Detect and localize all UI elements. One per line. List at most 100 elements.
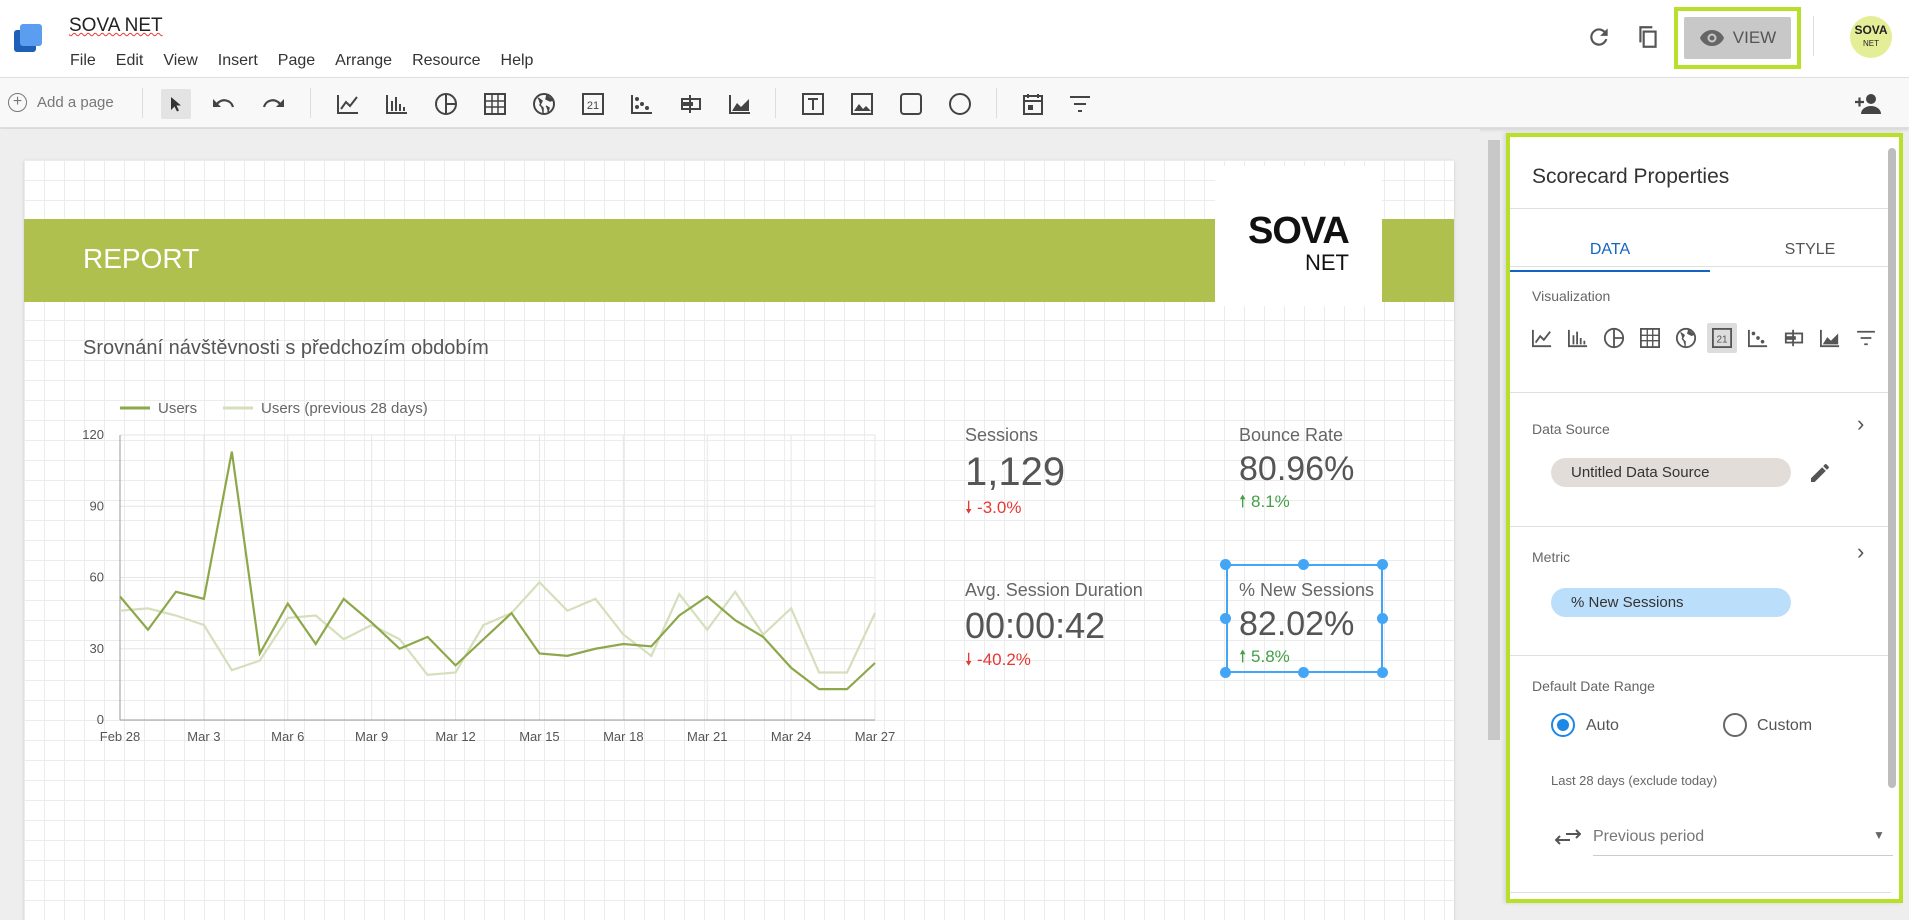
menu-insert[interactable]: Insert	[217, 52, 258, 69]
scorecard-icon[interactable]: 21	[578, 89, 608, 119]
text-icon[interactable]	[798, 89, 828, 119]
resize-handle[interactable]	[1377, 559, 1388, 570]
add-page-button[interactable]: + Add a page	[8, 93, 114, 112]
duplicate-icon[interactable]	[1635, 24, 1661, 50]
legend-label: Users	[158, 400, 197, 417]
scorecard-value: 82.02%	[1239, 605, 1355, 643]
menu-page[interactable]: Page	[277, 52, 316, 69]
add-circle-icon: +	[8, 93, 27, 112]
report-title[interactable]: SOVA NET	[69, 15, 163, 36]
geo-map-icon[interactable]	[529, 89, 559, 119]
divider	[142, 88, 143, 118]
pie-chart-icon[interactable]	[431, 89, 461, 119]
image-icon[interactable]	[847, 89, 877, 119]
redo-icon[interactable]	[258, 89, 288, 119]
divider	[1510, 392, 1891, 393]
menu-resource[interactable]: Resource	[412, 52, 481, 69]
edit-pencil-icon[interactable]	[1808, 461, 1832, 485]
chart-title[interactable]: Srovnání návštěvnosti s předchozím obdob…	[83, 337, 489, 359]
pointer-icon[interactable]	[161, 89, 191, 119]
sova-logo-box[interactable]	[1215, 166, 1382, 306]
table-icon[interactable]	[1635, 323, 1665, 353]
refresh-icon[interactable]	[1586, 24, 1612, 50]
resize-handle[interactable]	[1220, 559, 1231, 570]
filter-control-icon[interactable]	[1065, 89, 1095, 119]
area-chart-icon[interactable]	[725, 89, 755, 119]
resize-handle[interactable]	[1220, 613, 1231, 624]
menu-help[interactable]: Help	[500, 52, 534, 69]
divider	[310, 88, 311, 118]
date-range-icon[interactable]	[1018, 89, 1048, 119]
bullet-chart-icon[interactable]	[676, 89, 706, 119]
scatter-chart-icon[interactable]	[627, 89, 657, 119]
series-line-0	[119, 451, 876, 691]
resize-handle[interactable]	[1298, 559, 1309, 570]
scorecard-value: 1,129	[965, 450, 1066, 494]
chevron-right-icon[interactable]: ›	[1857, 539, 1865, 564]
y-tick-label: 90	[90, 498, 104, 513]
menu-edit[interactable]: Edit	[115, 52, 144, 69]
tab-style[interactable]: STYLE	[1784, 241, 1836, 258]
divider	[1813, 16, 1814, 56]
scatter-chart-icon[interactable]	[1743, 323, 1773, 353]
rectangle-icon[interactable]	[896, 89, 926, 119]
resize-handle[interactable]	[1220, 667, 1231, 678]
date-range-label: Default Date Range	[1532, 678, 1655, 694]
area-chart-icon[interactable]	[1815, 323, 1845, 353]
view-button-highlight: VIEW	[1674, 7, 1801, 69]
sova-logo-sub: NET	[1305, 250, 1349, 275]
metric-label: Metric	[1532, 549, 1571, 565]
resize-handle[interactable]	[1298, 667, 1309, 678]
time-series-icon[interactable]	[333, 89, 363, 119]
pie-chart-icon[interactable]	[1599, 323, 1629, 353]
divider	[1510, 655, 1891, 656]
data-source-chip[interactable]: Untitled Data Source	[1551, 458, 1791, 487]
tab-data[interactable]: DATA	[1510, 230, 1710, 272]
filter-control-icon[interactable]	[1851, 323, 1881, 353]
svg-text:21: 21	[587, 100, 599, 112]
bullet-chart-icon[interactable]	[1779, 323, 1809, 353]
scorecard-bounce-rate[interactable]: Bounce Rate 80.96% 🠕 8.1%	[1239, 425, 1354, 518]
add-person-icon[interactable]	[1853, 89, 1883, 119]
x-tick-label: Mar 24	[771, 729, 811, 744]
scorecard-delta: 🠗 -40.2%	[965, 650, 1031, 669]
divider	[1510, 266, 1891, 267]
scorecard-label: % New Sessions	[1239, 580, 1375, 600]
series-line-1	[119, 580, 876, 677]
circle-icon[interactable]	[945, 89, 975, 119]
canvas-scrollbar[interactable]	[1488, 140, 1500, 740]
scorecard-avg-session-duration[interactable]: Avg. Session Duration 00:00:42 🠗 -40.2%	[965, 580, 1143, 676]
scorecard-new-sessions[interactable]: % New Sessions 82.02% 🠕 5.8%	[1239, 580, 1374, 673]
x-tick-label: Mar 9	[355, 729, 388, 744]
banner-title[interactable]: REPORT	[83, 243, 200, 274]
app-bar: SOVA NET File Edit View Insert Page Arra…	[0, 0, 1909, 78]
view-button[interactable]: VIEW	[1684, 17, 1791, 59]
geo-map-icon[interactable]	[1671, 323, 1701, 353]
panel-scrollbar[interactable]	[1888, 148, 1896, 788]
undo-icon[interactable]	[209, 89, 239, 119]
x-tick-label: Mar 6	[271, 729, 304, 744]
bar-chart-icon[interactable]	[1563, 323, 1593, 353]
bar-chart-icon[interactable]	[382, 89, 412, 119]
metric-chip[interactable]: % New Sessions	[1551, 588, 1791, 617]
comparison-select[interactable]: Previous period	[1593, 822, 1893, 856]
scorecard-sessions[interactable]: Sessions 1,129 🠗 -3.0%	[965, 425, 1065, 524]
scorecard-icon[interactable]: 21	[1707, 323, 1737, 353]
time-series-icon[interactable]	[1527, 323, 1557, 353]
menu-view[interactable]: View	[163, 52, 198, 69]
resize-handle[interactable]	[1377, 667, 1388, 678]
time-series-chart[interactable]: 0 30 60 90 120 Feb 28 Mar 3 Mar 6 Mar 9 Mar 12 Mar…	[70, 390, 910, 750]
table-icon[interactable]	[480, 89, 510, 119]
menu-arrange[interactable]: Arrange	[335, 52, 393, 69]
menu-file[interactable]: File	[70, 52, 96, 69]
auto-radio[interactable]	[1551, 713, 1575, 737]
x-tick-label: Mar 21	[687, 729, 727, 744]
toolbar: + Add a page 21	[0, 78, 1909, 128]
chevron-right-icon[interactable]: ›	[1857, 411, 1865, 436]
resize-handle[interactable]	[1377, 613, 1388, 624]
selection-box[interactable]	[1226, 564, 1383, 673]
avatar[interactable]: SOVA NET	[1850, 16, 1892, 58]
chevron-down-icon[interactable]: ▼	[1873, 828, 1885, 842]
data-studio-logo-icon[interactable]	[12, 22, 44, 54]
custom-radio[interactable]	[1723, 713, 1747, 737]
